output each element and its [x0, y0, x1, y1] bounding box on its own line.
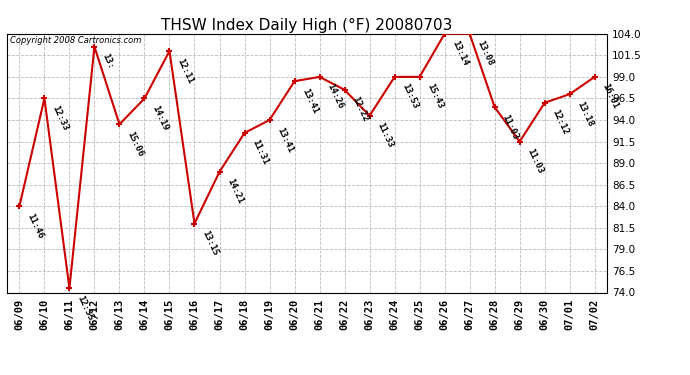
Text: 13:41: 13:41 [275, 126, 295, 154]
Text: 14:19: 14:19 [150, 104, 170, 132]
Text: 13:41: 13:41 [300, 87, 319, 115]
Text: 15:06: 15:06 [125, 130, 144, 158]
Text: Copyright 2008 Cartronics.com: Copyright 2008 Cartronics.com [10, 36, 141, 45]
Text: 11:03: 11:03 [525, 147, 544, 175]
Text: 13:: 13: [100, 52, 115, 70]
Text: 12:35: 12:35 [75, 294, 95, 322]
Text: 11:46: 11:46 [25, 212, 44, 240]
Text: 13:53: 13:53 [400, 82, 420, 111]
Text: 12:22: 12:22 [350, 95, 370, 123]
Text: 12:33: 12:33 [50, 104, 70, 132]
Text: 13:14: 13:14 [450, 39, 470, 68]
Text: 11:31: 11:31 [250, 138, 270, 166]
Text: 13:15: 13:15 [200, 229, 219, 257]
Text: 13:18: 13:18 [575, 100, 595, 128]
Text: 13:08: 13:08 [475, 39, 495, 68]
Text: 12:12: 12:12 [550, 108, 570, 136]
Text: 14:21: 14:21 [225, 177, 244, 206]
Text: 16:01: 16:01 [600, 82, 620, 111]
Text: 15:43: 15:43 [425, 82, 444, 111]
Text: 14:26: 14:26 [325, 82, 344, 111]
Title: THSW Index Daily High (°F) 20080703: THSW Index Daily High (°F) 20080703 [161, 18, 453, 33]
Text: 11:03: 11:03 [500, 112, 520, 141]
Text: 11:33: 11:33 [375, 121, 395, 149]
Text: 12:11: 12:11 [175, 57, 195, 85]
